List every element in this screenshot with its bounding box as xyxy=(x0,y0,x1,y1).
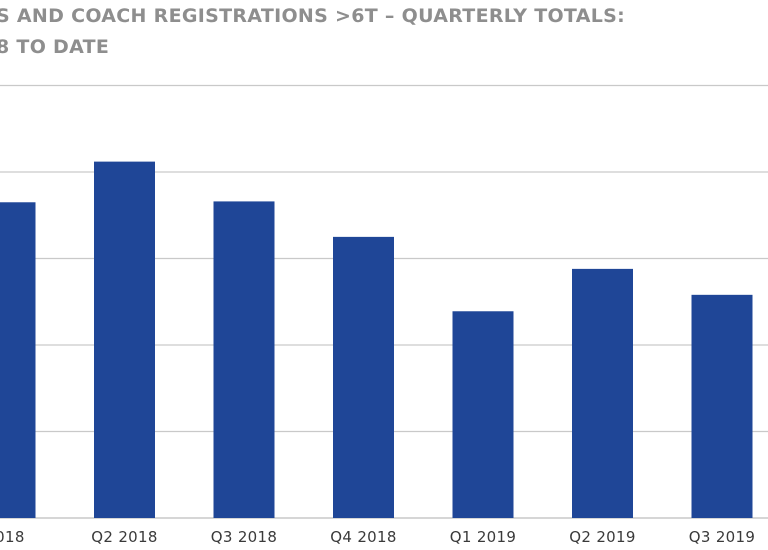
bar xyxy=(94,161,155,518)
x-tick-label: Q2 2019 xyxy=(569,528,635,546)
x-tick-label: Q4 2018 xyxy=(330,528,396,546)
bar xyxy=(572,268,633,518)
chart-title: S AND COACH REGISTRATIONS >6T – QUARTERL… xyxy=(0,5,625,27)
x-tick-label: Q1 2019 xyxy=(450,528,516,546)
bar xyxy=(691,294,753,518)
chart-subtitle: 8 TO DATE xyxy=(0,36,109,58)
x-tick-label: Q2 2018 xyxy=(91,528,157,546)
x-tick-label: Q3 2019 xyxy=(689,528,755,546)
bar xyxy=(333,236,394,518)
x-tick-label: 2018 xyxy=(0,528,25,546)
bar xyxy=(452,311,514,518)
bar xyxy=(0,202,36,518)
bars xyxy=(0,161,753,518)
x-tick-labels: 2018 Q2 2018 Q3 2018 Q4 2018 Q1 2019 Q2 2019 Q… xyxy=(0,528,755,546)
bar xyxy=(213,201,275,518)
x-tick-label: Q3 2018 xyxy=(211,528,277,546)
